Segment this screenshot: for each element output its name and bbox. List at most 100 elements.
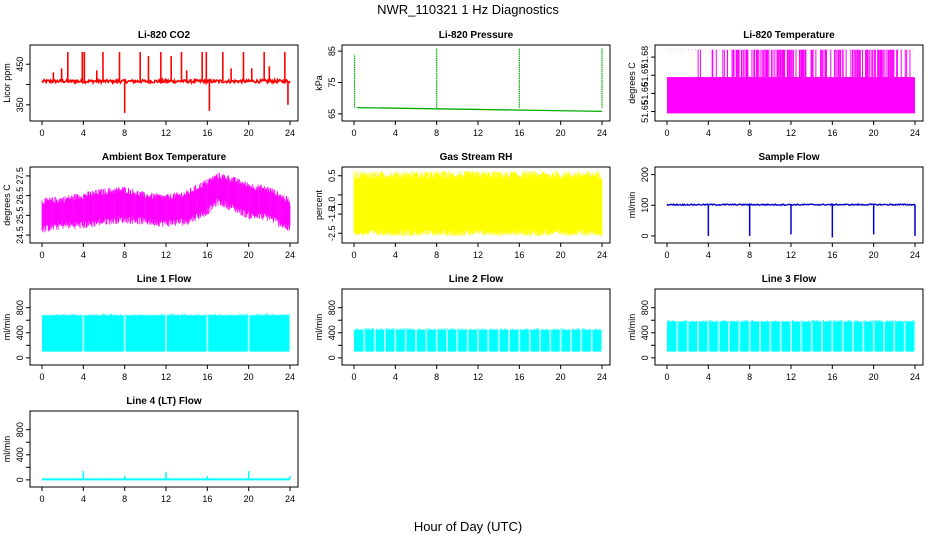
y-tick-label: 75 <box>327 77 337 87</box>
x-tick-label: 24 <box>285 494 295 504</box>
data-series <box>42 471 291 481</box>
flow-band <box>354 329 364 352</box>
data-series <box>667 49 915 114</box>
plot-frame <box>29 288 299 366</box>
x-tick-label: 24 <box>597 128 607 138</box>
data-series <box>41 172 291 233</box>
figure-title: NWR_110321 1 Hz Diagnostics <box>377 2 559 17</box>
flow-band <box>447 329 457 352</box>
x-axis: 0 4 8 12 16 20 24 <box>351 121 607 138</box>
y-tick-label: 350 <box>15 97 25 112</box>
x-tick-label: 8 <box>747 372 752 382</box>
x-tick-label: 8 <box>747 250 752 260</box>
plot-frame <box>29 410 299 488</box>
x-tick-label: 4 <box>81 494 86 504</box>
flow-band <box>509 329 519 352</box>
x-tick-label: 20 <box>244 372 254 382</box>
x-tick-label: 8 <box>122 372 127 382</box>
flow-band <box>458 329 467 352</box>
x-tick-label: 12 <box>473 128 483 138</box>
x-tick-label: 4 <box>81 128 86 138</box>
flow-band <box>802 321 811 352</box>
x-tick-label: 16 <box>827 372 837 382</box>
y-axis-label: ml/min <box>627 314 637 341</box>
y-tick-label: -1.5 <box>327 206 337 222</box>
x-tick-label: 20 <box>244 250 254 260</box>
flow-band <box>125 315 166 352</box>
y-axis-label: degrees C <box>627 62 637 104</box>
flow-band <box>781 321 791 352</box>
flow-band <box>729 321 739 352</box>
y-axis: 0 400 800 <box>15 300 30 360</box>
x-tick-label: 4 <box>393 372 398 382</box>
flow-band <box>771 321 780 352</box>
x-tick-label: 20 <box>869 128 879 138</box>
x-tick-label: 20 <box>556 128 566 138</box>
y-tick-label: 800 <box>15 422 25 437</box>
y-axis-label: Licor ppm <box>2 63 12 103</box>
x-tick-label: 8 <box>434 372 439 382</box>
flow-band <box>385 329 395 352</box>
x-tick-label: 0 <box>39 372 44 382</box>
y-tick-label: 0 <box>640 355 650 360</box>
y-tick-label: 450 <box>15 57 25 72</box>
y-tick-label: 400 <box>15 325 25 340</box>
x-tick-label: 8 <box>122 494 127 504</box>
panel-2: Li-820 Pressure 0 4 8 12 16 20 24 65 75 85 kPa <box>314 30 611 138</box>
x-tick-label: 8 <box>747 128 752 138</box>
flow-band <box>166 315 207 352</box>
flow-band <box>427 329 436 352</box>
panel-title: Ambient Box Temperature <box>102 152 227 163</box>
x-tick-label: 16 <box>202 494 212 504</box>
panel-title: Li-820 Pressure <box>439 30 514 41</box>
flow-band <box>84 315 124 352</box>
y-tick-label: 0 <box>327 355 337 360</box>
y-axis-label: kPa <box>314 75 324 91</box>
x-tick-label: 4 <box>393 128 398 138</box>
x-axis: 0 4 8 12 16 20 24 <box>351 365 607 382</box>
y-axis-label: ml/min <box>314 314 324 341</box>
y-tick-label: 400 <box>327 325 337 340</box>
x-tick-label: 8 <box>434 250 439 260</box>
x-tick-label: 0 <box>351 250 356 260</box>
x-tick-label: 20 <box>556 372 566 382</box>
y-axis: 350 450 <box>15 57 30 112</box>
x-tick-label: 12 <box>786 250 796 260</box>
flow-band <box>760 321 770 352</box>
y-tick-label: 65 <box>327 109 337 119</box>
x-tick-label: 12 <box>786 128 796 138</box>
plot-frame <box>341 288 611 366</box>
y-axis-label: ml/min <box>627 192 637 219</box>
x-tick-label: 12 <box>161 128 171 138</box>
flow-band <box>208 315 248 352</box>
x-tick-label: 24 <box>285 372 295 382</box>
y-tick-label: 800 <box>15 300 25 315</box>
x-axis: 0 4 8 12 16 20 24 <box>664 365 920 382</box>
panel-title: Li-820 CO2 <box>138 30 191 41</box>
x-tick-label: 24 <box>910 250 920 260</box>
plot-frame <box>654 288 924 366</box>
y-tick-label: 25.5 <box>15 207 25 225</box>
x-tick-label: 4 <box>706 250 711 260</box>
data-series <box>667 319 916 352</box>
x-tick-label: 0 <box>39 128 44 138</box>
flow-band <box>571 329 581 352</box>
flow-band <box>551 329 560 352</box>
flow-band <box>719 321 729 352</box>
data-series <box>354 328 603 352</box>
flow-band <box>540 329 550 352</box>
flow-band <box>678 321 687 352</box>
panel-title: Sample Flow <box>758 152 819 163</box>
flow-band <box>592 329 602 352</box>
y-axis-label: percent <box>314 189 324 220</box>
x-tick-label: 8 <box>122 250 127 260</box>
x-tick-label: 24 <box>285 128 295 138</box>
x-tick-label: 12 <box>786 372 796 382</box>
flow-band <box>884 321 894 352</box>
